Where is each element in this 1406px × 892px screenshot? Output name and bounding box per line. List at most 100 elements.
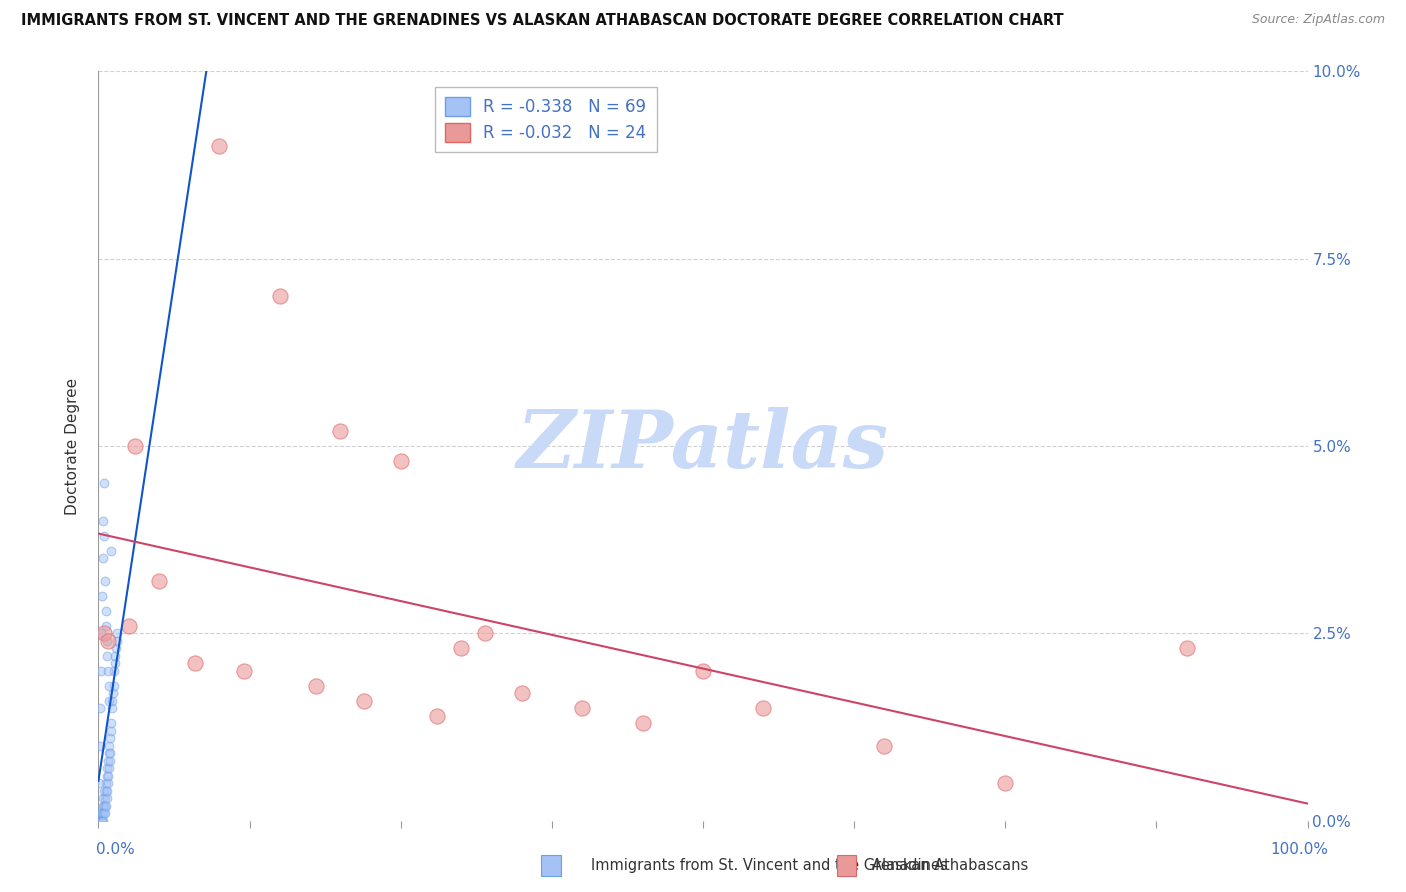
Point [94,776,117,790]
Point [91,514,114,528]
Legend: R = -0.338   N = 69, R = -0.032   N = 24: R = -0.338 N = 69, R = -0.032 N = 24 [434,87,657,153]
Point [97,754,120,768]
Point [97,769,120,783]
Point [89,814,111,828]
Point [90,814,112,828]
Point [91,814,114,828]
Point [105,633,128,648]
Point [96,633,118,648]
Point [208,139,231,153]
Text: 0.0%: 0.0% [96,842,135,856]
Point [329,424,352,438]
Point [93,798,115,813]
Point [93,529,115,543]
Point [98,731,121,746]
Point [94,806,117,821]
Text: Source: ZipAtlas.com: Source: ZipAtlas.com [1251,13,1385,27]
Point [90,626,112,640]
Point [98,739,121,753]
Point [97,664,120,678]
Point [96,648,118,663]
Point [353,694,375,708]
Point [89,814,111,828]
Point [474,626,496,640]
Point [87,776,110,790]
Point [93,476,115,491]
Point [96,761,118,775]
Point [91,791,114,805]
Point [91,798,114,813]
Point [104,641,127,656]
Point [96,783,118,797]
Point [269,289,291,303]
Point [91,806,114,821]
Point [94,604,117,618]
Point [232,664,254,678]
Point [389,454,412,468]
Point [994,776,1017,790]
Point [89,814,111,828]
Point [103,679,125,693]
Point [91,551,114,566]
Point [94,791,117,805]
Point [90,814,112,828]
Point [93,814,115,828]
Point [101,686,124,700]
Point [104,648,127,663]
Point [305,679,328,693]
Point [89,701,111,715]
Point [98,694,121,708]
Point [93,626,115,640]
Y-axis label: Doctorate Degree: Doctorate Degree [65,377,80,515]
Point [124,439,146,453]
Point [98,761,121,775]
Point [184,657,207,671]
Point [148,574,170,588]
Text: 100.0%: 100.0% [1271,842,1329,856]
Point [118,619,141,633]
Point [98,754,121,768]
Point [100,544,122,558]
Point [571,701,593,715]
Point [692,664,714,678]
Point [93,798,115,813]
Point [89,814,111,828]
Point [631,716,654,731]
Point [90,814,112,828]
Point [100,716,122,731]
Point [97,679,120,693]
Point [97,776,120,790]
Point [101,694,124,708]
Point [873,739,896,753]
Point [94,798,117,813]
Point [752,701,775,715]
Point [100,723,122,738]
Point [104,657,127,671]
Point [90,806,112,821]
Point [96,619,118,633]
Point [89,739,111,753]
Point [91,806,114,821]
Point [103,664,125,678]
Point [87,814,110,828]
Point [97,746,120,760]
Point [90,664,112,678]
Point [96,791,118,805]
Point [96,783,118,797]
Point [93,783,115,797]
Text: Alaskan Athabascans: Alaskan Athabascans [872,858,1028,872]
Point [96,769,118,783]
Text: IMMIGRANTS FROM ST. VINCENT AND THE GRENADINES VS ALASKAN ATHABASCAN DOCTORATE D: IMMIGRANTS FROM ST. VINCENT AND THE GREN… [21,13,1064,29]
Point [450,641,472,656]
Point [94,574,117,588]
Point [100,701,122,715]
Text: Immigrants from St. Vincent and the Grenadines: Immigrants from St. Vincent and the Gren… [591,858,948,872]
Point [90,814,112,828]
Point [98,746,121,760]
Text: ZIPatlas: ZIPatlas [517,408,889,484]
Point [97,633,120,648]
Point [93,806,115,821]
Point [1175,641,1198,656]
Point [426,708,449,723]
Point [105,626,128,640]
